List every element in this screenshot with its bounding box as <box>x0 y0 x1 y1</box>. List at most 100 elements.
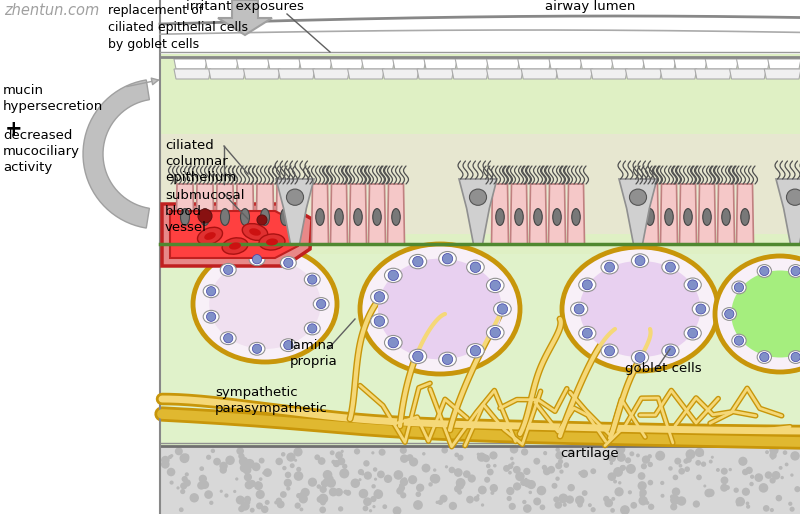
Circle shape <box>510 504 514 508</box>
Circle shape <box>646 501 650 505</box>
Circle shape <box>198 209 212 223</box>
Circle shape <box>778 466 782 470</box>
Circle shape <box>322 481 329 487</box>
Ellipse shape <box>193 246 337 362</box>
Circle shape <box>511 462 514 465</box>
Circle shape <box>338 457 346 465</box>
Circle shape <box>604 499 613 507</box>
Circle shape <box>318 457 326 465</box>
Circle shape <box>400 478 408 486</box>
Circle shape <box>235 478 238 481</box>
Text: ciliated
columnar
epithelium: ciliated columnar epithelium <box>165 139 236 184</box>
Circle shape <box>213 458 221 466</box>
Circle shape <box>415 491 421 497</box>
Circle shape <box>319 486 327 493</box>
Circle shape <box>611 497 615 501</box>
Circle shape <box>435 501 439 504</box>
Circle shape <box>668 466 673 471</box>
Circle shape <box>771 456 774 460</box>
Circle shape <box>374 316 385 326</box>
Circle shape <box>508 464 514 469</box>
Polygon shape <box>695 69 731 79</box>
Polygon shape <box>311 184 329 244</box>
Circle shape <box>750 474 754 479</box>
Ellipse shape <box>731 270 800 358</box>
Circle shape <box>696 474 702 480</box>
Circle shape <box>201 481 209 489</box>
Circle shape <box>219 462 228 470</box>
Circle shape <box>684 466 690 472</box>
Circle shape <box>170 481 174 485</box>
Circle shape <box>326 478 336 488</box>
Ellipse shape <box>360 244 520 374</box>
Circle shape <box>322 470 332 480</box>
Circle shape <box>321 480 327 487</box>
Polygon shape <box>698 184 715 244</box>
Circle shape <box>558 493 568 503</box>
Circle shape <box>298 494 308 503</box>
Circle shape <box>238 453 245 460</box>
Circle shape <box>413 351 423 362</box>
Circle shape <box>484 476 490 483</box>
Circle shape <box>280 491 286 498</box>
Circle shape <box>474 495 479 502</box>
Circle shape <box>358 478 362 481</box>
Ellipse shape <box>286 189 303 205</box>
Circle shape <box>393 506 402 514</box>
Circle shape <box>695 460 701 466</box>
Circle shape <box>236 447 244 455</box>
Ellipse shape <box>222 238 248 254</box>
Circle shape <box>284 479 292 487</box>
Circle shape <box>738 457 747 466</box>
Circle shape <box>466 496 474 503</box>
Circle shape <box>240 464 249 472</box>
Circle shape <box>354 448 360 454</box>
Circle shape <box>588 503 592 507</box>
Circle shape <box>370 496 377 502</box>
Circle shape <box>677 497 686 506</box>
Circle shape <box>400 454 409 463</box>
Ellipse shape <box>786 189 800 205</box>
Circle shape <box>329 476 334 481</box>
Circle shape <box>490 484 498 492</box>
Circle shape <box>374 489 383 499</box>
Circle shape <box>630 502 637 509</box>
Circle shape <box>566 495 574 504</box>
Text: submucosal
blood
vessel: submucosal blood vessel <box>165 189 245 234</box>
Ellipse shape <box>662 344 679 358</box>
Circle shape <box>294 459 297 462</box>
Circle shape <box>765 450 769 454</box>
Ellipse shape <box>578 278 596 291</box>
Circle shape <box>537 486 546 495</box>
Ellipse shape <box>741 209 750 226</box>
Ellipse shape <box>314 298 329 310</box>
Circle shape <box>409 457 418 467</box>
Circle shape <box>721 476 728 484</box>
Circle shape <box>262 471 266 474</box>
Circle shape <box>256 503 263 509</box>
Circle shape <box>568 449 574 455</box>
Circle shape <box>363 460 370 467</box>
Ellipse shape <box>220 264 236 276</box>
Circle shape <box>320 499 326 505</box>
Circle shape <box>335 451 343 459</box>
Circle shape <box>299 507 303 511</box>
Polygon shape <box>237 59 270 69</box>
Ellipse shape <box>702 209 711 226</box>
Circle shape <box>790 473 794 477</box>
Polygon shape <box>83 80 150 228</box>
Circle shape <box>209 501 214 505</box>
Polygon shape <box>549 184 566 244</box>
Ellipse shape <box>534 209 542 226</box>
Circle shape <box>422 452 426 455</box>
Circle shape <box>276 498 282 504</box>
Circle shape <box>438 500 443 505</box>
Circle shape <box>317 299 326 308</box>
Circle shape <box>661 494 665 498</box>
Ellipse shape <box>722 307 737 320</box>
Polygon shape <box>393 59 426 69</box>
Circle shape <box>760 266 769 276</box>
Polygon shape <box>243 69 280 79</box>
Circle shape <box>619 465 626 471</box>
Circle shape <box>735 497 745 506</box>
